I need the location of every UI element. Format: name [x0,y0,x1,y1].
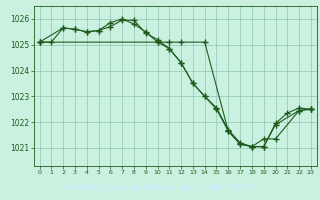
Text: Graphe pression niveau de la mer (hPa): Graphe pression niveau de la mer (hPa) [65,183,255,192]
